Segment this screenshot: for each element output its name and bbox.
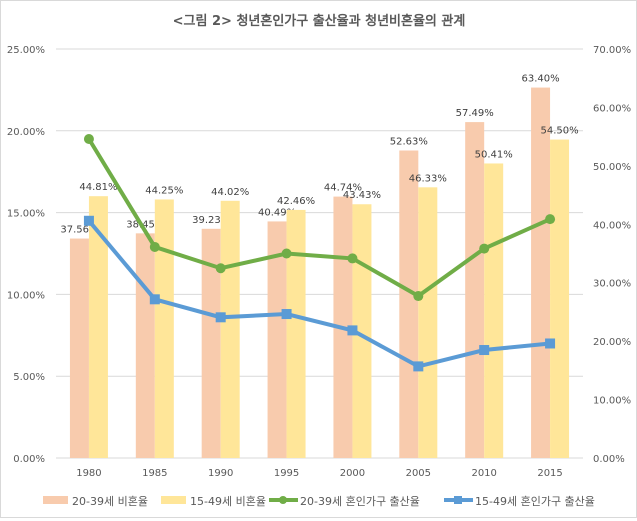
bar-data-label: 50.41% <box>475 149 513 160</box>
bar <box>465 122 485 458</box>
legend-marker <box>454 496 462 504</box>
left-tick-label: 25.00% <box>7 45 45 56</box>
bar-data-label: 44.74% <box>324 183 362 194</box>
x-tick-label: 2005 <box>406 468 431 479</box>
right-tick-label: 30.00% <box>593 279 631 290</box>
line-point <box>545 214 556 225</box>
legend-label: 20-39세 비혼율 <box>72 495 148 508</box>
bar-data-label: 40.49% <box>258 207 296 218</box>
bar-data-label: 44.81% <box>79 182 117 193</box>
line-point <box>413 291 424 302</box>
bar <box>418 187 438 459</box>
bar <box>531 87 551 458</box>
left-tick-label: 20.00% <box>7 127 45 138</box>
line-point <box>413 361 424 372</box>
bar <box>154 199 174 459</box>
bar-data-label: 44.02% <box>211 187 249 198</box>
x-tick-label: 1980 <box>76 468 101 479</box>
bar-data-label: 57.49% <box>456 108 494 119</box>
right-tick-label: 20.00% <box>593 337 631 348</box>
series-line <box>87 219 551 369</box>
right-tick-label: 70.00% <box>593 45 631 56</box>
x-tick-label: 2015 <box>537 468 562 479</box>
legend-label: 15-49세 혼인가구 출산율 <box>475 495 595 508</box>
bar-data-label: 38.45% <box>126 219 164 230</box>
right-tick-label: 0.00% <box>593 454 625 465</box>
x-tick-label: 2000 <box>340 468 365 479</box>
legend-label: 15-49세 비혼율 <box>190 495 266 508</box>
line-point <box>281 309 292 320</box>
bar <box>550 139 570 459</box>
bar-data-label: 44.25% <box>145 185 183 196</box>
x-tick-label: 2010 <box>471 468 496 479</box>
bar <box>220 200 240 458</box>
right-tick-label: 40.00% <box>593 220 631 231</box>
bar-data-label: 46.33% <box>409 173 447 184</box>
line-point <box>545 338 556 349</box>
line-point <box>347 253 358 264</box>
bar <box>201 228 221 458</box>
x-tick-label: 1995 <box>274 468 299 479</box>
line-point <box>347 325 358 336</box>
bar <box>399 150 419 459</box>
line-point <box>215 312 226 323</box>
legend-swatch <box>161 496 186 504</box>
x-tick-label: 1985 <box>142 468 167 479</box>
line-point <box>281 248 292 259</box>
bar-data-label: 54.50% <box>540 126 578 137</box>
bar-data-label: 37.56% <box>60 225 98 236</box>
left-tick-label: 5.00% <box>13 372 45 383</box>
bar <box>88 196 108 458</box>
legend-marker <box>279 496 287 504</box>
left-tick-label: 15.00% <box>7 209 45 220</box>
bar-data-label: 39.23% <box>192 215 230 226</box>
bar <box>484 163 504 458</box>
bar <box>267 221 287 458</box>
right-tick-label: 60.00% <box>593 103 631 114</box>
right-tick-label: 10.00% <box>593 396 631 407</box>
line-point <box>479 243 490 254</box>
legend-label: 20-39세 혼인가구 출산율 <box>300 495 420 508</box>
x-tick-label: 1990 <box>208 468 233 479</box>
bar <box>69 238 89 458</box>
bar-data-label: 43.43% <box>343 190 381 201</box>
chart-title: <그림 2> 청년혼인가구 출산율과 청년비혼율의 관계 <box>173 13 466 29</box>
right-tick-label: 50.00% <box>593 162 631 173</box>
line-point <box>215 263 226 274</box>
bar <box>286 209 306 458</box>
line-point <box>149 294 160 305</box>
left-tick-label: 10.00% <box>7 290 45 301</box>
line-point <box>479 345 490 356</box>
line-point <box>83 215 94 226</box>
bar-data-label: 63.40% <box>521 74 559 85</box>
line-point <box>83 133 94 144</box>
series-line <box>87 137 551 299</box>
bar-data-label: 52.63% <box>390 136 428 147</box>
bar-data-label: 42.46% <box>277 196 315 207</box>
legend-swatch <box>43 496 68 504</box>
left-tick-label: 0.00% <box>13 454 45 465</box>
bar <box>135 233 155 458</box>
line-point <box>149 241 160 252</box>
